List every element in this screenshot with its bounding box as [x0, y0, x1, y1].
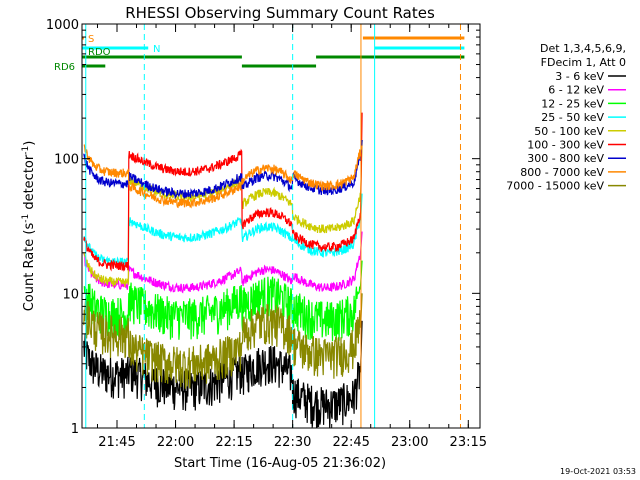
timestamp: 19-Oct-2021 03:53 — [560, 467, 636, 476]
plot-area — [83, 112, 363, 428]
chart-title: RHESSI Observing Summary Count Rates — [125, 4, 435, 22]
x-tick-label-5: 23:00 — [391, 435, 428, 450]
series-line-2 — [83, 260, 363, 342]
x-tick-label-0: 21:45 — [98, 435, 135, 450]
legend-header-line-2: FDecim 1, Att 0 — [541, 56, 626, 69]
x-tick-label-4: 22:45 — [332, 435, 369, 450]
y-axis-label-sup2: -1 — [21, 146, 31, 155]
series-line-3 — [83, 193, 363, 267]
y-axis: 1 10 100 1000 — [46, 18, 480, 437]
series-line-7 — [83, 144, 363, 209]
y-axis-label-end: ) — [22, 141, 37, 146]
legend-label-7: 800 - 7000 keV — [520, 166, 604, 179]
y-tick-label-0: 1 — [71, 422, 79, 437]
x-tick-label-1: 22:00 — [157, 435, 194, 450]
legend-label-6: 300 - 800 keV — [527, 152, 604, 165]
y-tick-label-3: 1000 — [46, 18, 79, 33]
legend-label-1: 6 - 12 keV — [548, 84, 604, 97]
series-line-5 — [83, 112, 363, 272]
x-tick-label-3: 22:30 — [274, 435, 311, 450]
vertical-markers — [85, 24, 461, 428]
y-axis-label: Count Rate (s-1 detector-1) — [21, 141, 37, 312]
legend-label-0: 3 - 6 keV — [555, 70, 604, 83]
x-axis-label: Start Time (16-Aug-05 21:36:02) — [174, 456, 386, 471]
flag-label-rd6: RD6 — [54, 62, 75, 73]
flag-bars: S N RDO RD6 — [54, 34, 465, 73]
flag-label-n: N — [153, 44, 160, 55]
legend-label-2: 12 - 25 keV — [541, 97, 604, 110]
legend-label-5: 100 - 300 keV — [527, 139, 604, 152]
plot-frame — [81, 23, 481, 429]
series-line-1 — [83, 231, 363, 294]
y-axis-label-mid: detector — [22, 154, 37, 214]
flag-label-s: S — [88, 34, 94, 45]
x-tick-label-2: 22:15 — [215, 435, 252, 450]
series-line-8 — [83, 293, 363, 389]
y-axis-label-sup1: -1 — [21, 214, 31, 223]
legend-label-3: 25 - 50 keV — [541, 111, 604, 124]
series-line-6 — [83, 139, 363, 200]
flag-label-rdo: RDO — [88, 47, 111, 58]
y-axis-label-main: Count Rate (s — [22, 223, 37, 312]
y-tick-label-1: 10 — [62, 287, 79, 302]
legend-label-8: 7000 - 15000 keV — [506, 180, 604, 193]
x-axis: 21:45 22:00 22:15 22:30 22:45 23:00 23:15 — [96, 24, 487, 450]
series-line-4 — [83, 139, 363, 288]
y-tick-label-2: 100 — [54, 153, 79, 168]
legend-header-line-1: Det 1,3,4,5,6,9, — [540, 42, 626, 55]
legend-label-4: 50 - 100 keV — [534, 125, 604, 138]
x-tick-label-6: 23:15 — [450, 435, 487, 450]
